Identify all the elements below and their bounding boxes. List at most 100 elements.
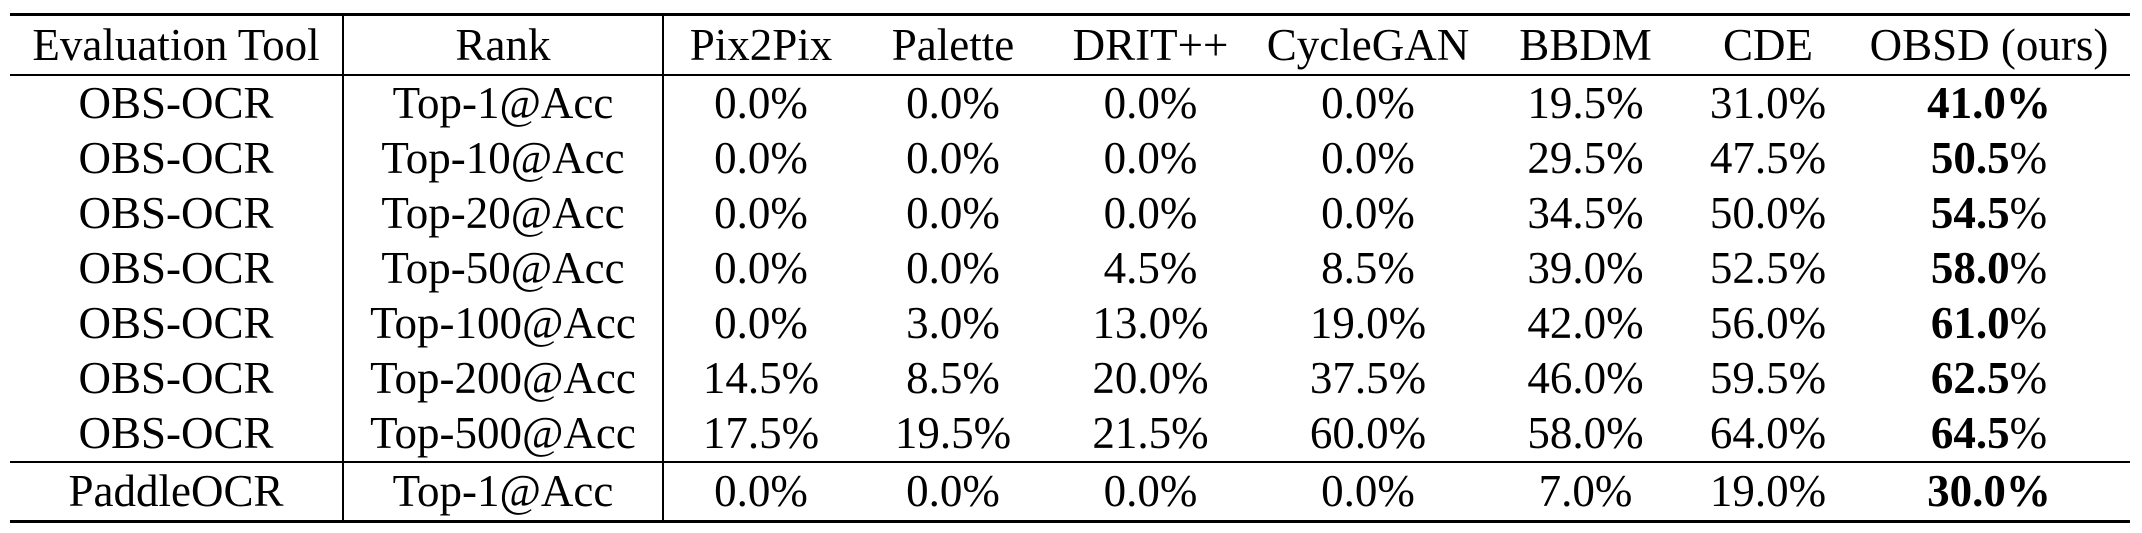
- value-cell: 50.0%: [1709, 188, 1827, 238]
- obsd-value-cell: 64.5%: [1848, 406, 2130, 462]
- value-cell: 0.0%: [1321, 78, 1415, 128]
- obsd-percent-sign: %: [2005, 466, 2051, 516]
- evaluation-tool-cell: OBS-OCR: [10, 241, 344, 296]
- value-cell: 31.0%: [1709, 78, 1827, 128]
- value-cell: 59.5%: [1709, 353, 1827, 403]
- obsd-number: 50.5: [1930, 133, 2010, 183]
- header-row: Evaluation Tool Rank Pix2Pix Palette DRIT++ C…: [10, 14, 2130, 76]
- obsd-percent-sign: %: [2009, 188, 2048, 238]
- column-header-obsd-ours: OBSD (ours): [1848, 14, 2130, 76]
- value-cell: 0.0%: [1048, 461, 1253, 522]
- value-cell: 4.5%: [1103, 243, 1198, 293]
- value-cell: 8.5%: [906, 353, 1000, 403]
- obsd-value-cell: 62.5%: [1848, 351, 2130, 406]
- table-row: OBS-OCR Top-100@Acc 0.0% 3.0% 13.0% 19.0% 42.0…: [10, 296, 2130, 351]
- evaluation-results-table-wrap: Evaluation Tool Rank Pix2Pix Palette DRIT++ C…: [10, 13, 2130, 523]
- value-cell: 0.0%: [714, 243, 808, 293]
- column-header-cde: CDE: [1688, 14, 1848, 76]
- rank-cell: Top-100@Acc: [343, 296, 664, 351]
- rank-cell: Top-500@Acc: [343, 406, 664, 462]
- value-cell: 0.0%: [714, 188, 808, 238]
- rank-cell: Top-50@Acc: [343, 241, 664, 296]
- value-cell: 3.0%: [906, 298, 1000, 348]
- rank-cell: Top-20@Acc: [343, 186, 664, 241]
- obsd-number: 61.0: [1930, 298, 2010, 348]
- value-cell: 19.5%: [1527, 78, 1644, 128]
- value-cell: 46.0%: [1527, 353, 1644, 403]
- column-header-pix2pix: Pix2Pix: [663, 14, 858, 76]
- column-header-palette: Palette: [858, 14, 1048, 76]
- evaluation-tool-cell: OBS-OCR: [10, 351, 344, 406]
- table-row: PaddleOCR Top-1@Acc 0.0% 0.0% 0.0% 0.0% 7.0% 19…: [10, 461, 2130, 522]
- rank-cell: Top-1@Acc: [343, 461, 664, 522]
- value-cell: 17.5%: [702, 408, 820, 458]
- value-cell: 20.0%: [1092, 353, 1209, 403]
- value-cell: 0.0%: [1321, 188, 1415, 238]
- value-cell: 0.0%: [714, 133, 808, 183]
- evaluation-tool-cell: OBS-OCR: [10, 75, 344, 131]
- table-row: OBS-OCR Top-20@Acc 0.0% 0.0% 0.0% 0.0% 34.5% 50…: [10, 186, 2130, 241]
- table-row: OBS-OCR Top-50@Acc 0.0% 0.0% 4.5% 8.5% 39.0% 52…: [10, 241, 2130, 296]
- rank-cell: Top-1@Acc: [343, 75, 664, 131]
- value-cell: 0.0%: [906, 133, 1000, 183]
- obsd-value-cell: 30.0%: [1848, 461, 2130, 522]
- obsd-number: 41.0: [1927, 78, 2006, 128]
- value-cell: 0.0%: [906, 243, 1000, 293]
- column-header-cyclegan: CycleGAN: [1253, 14, 1483, 76]
- evaluation-results-table: Evaluation Tool Rank Pix2Pix Palette DRIT++ C…: [10, 13, 2130, 523]
- evaluation-tool-cell: OBS-OCR: [10, 406, 344, 462]
- value-cell: 8.5%: [1321, 243, 1415, 293]
- value-cell: 29.5%: [1527, 133, 1644, 183]
- obsd-number: 54.5: [1930, 188, 2010, 238]
- value-cell: 60.0%: [1309, 408, 1427, 458]
- value-cell: 42.0%: [1527, 298, 1644, 348]
- value-cell: 0.0%: [906, 188, 1000, 238]
- obsd-value-cell: 54.5%: [1848, 186, 2130, 241]
- rank-cell: Top-200@Acc: [343, 351, 664, 406]
- column-header-drit: DRIT++: [1048, 14, 1253, 76]
- column-header-bbdm: BBDM: [1483, 14, 1688, 76]
- value-cell: 34.5%: [1527, 188, 1644, 238]
- obsd-percent-sign: %: [2009, 243, 2048, 293]
- value-cell: 19.0%: [1309, 298, 1427, 348]
- value-cell: 0.0%: [1321, 133, 1415, 183]
- column-header-evaluation-tool: Evaluation Tool: [10, 14, 344, 76]
- value-cell: 39.0%: [1527, 243, 1644, 293]
- value-cell: 7.0%: [1483, 461, 1688, 522]
- table-row: OBS-OCR Top-500@Acc 17.5% 19.5% 21.5% 60.0% 58…: [10, 406, 2130, 462]
- evaluation-tool-cell: OBS-OCR: [10, 131, 344, 186]
- evaluation-tool-cell: PaddleOCR: [10, 461, 344, 522]
- rank-cell: Top-10@Acc: [343, 131, 664, 186]
- value-cell: 0.0%: [1103, 133, 1198, 183]
- obsd-number: 64.5: [1930, 408, 2010, 458]
- evaluation-tool-cell: OBS-OCR: [10, 186, 344, 241]
- obsd-value-cell: 58.0%: [1848, 241, 2130, 296]
- obsd-value-cell: 41.0%: [1848, 75, 2130, 131]
- value-cell: 0.0%: [714, 78, 808, 128]
- table-body: OBS-OCR Top-1@Acc 0.0% 0.0% 0.0% 0.0% 19.5% 31.…: [10, 75, 2130, 522]
- table-row: OBS-OCR Top-10@Acc 0.0% 0.0% 0.0% 0.0% 29.5% 47…: [10, 131, 2130, 186]
- value-cell: 0.0%: [1103, 188, 1198, 238]
- value-cell: 19.0%: [1688, 461, 1848, 522]
- table-row: OBS-OCR Top-200@Acc 14.5% 8.5% 20.0% 37.5% 46.…: [10, 351, 2130, 406]
- value-cell: 47.5%: [1709, 133, 1827, 183]
- obsd-value-cell: 50.5%: [1848, 131, 2130, 186]
- value-cell: 0.0%: [858, 461, 1048, 522]
- value-cell: 64.0%: [1709, 408, 1827, 458]
- obsd-percent-sign: %: [2009, 353, 2048, 403]
- value-cell: 0.0%: [1103, 78, 1198, 128]
- value-cell: 19.5%: [894, 408, 1012, 458]
- obsd-number: 30.0: [1927, 466, 2006, 516]
- value-cell: 56.0%: [1709, 298, 1827, 348]
- evaluation-tool-cell: OBS-OCR: [10, 296, 344, 351]
- value-cell: 0.0%: [663, 461, 858, 522]
- value-cell: 21.5%: [1092, 408, 1209, 458]
- value-cell: 0.0%: [1253, 461, 1483, 522]
- value-cell: 37.5%: [1309, 353, 1427, 403]
- obsd-percent-sign: %: [2009, 408, 2048, 458]
- value-cell: 14.5%: [702, 353, 820, 403]
- table-row: OBS-OCR Top-1@Acc 0.0% 0.0% 0.0% 0.0% 19.5% 31.…: [10, 75, 2130, 131]
- obsd-percent-sign: %: [2009, 298, 2048, 348]
- value-cell: 52.5%: [1709, 243, 1827, 293]
- obsd-number: 58.0: [1930, 243, 2010, 293]
